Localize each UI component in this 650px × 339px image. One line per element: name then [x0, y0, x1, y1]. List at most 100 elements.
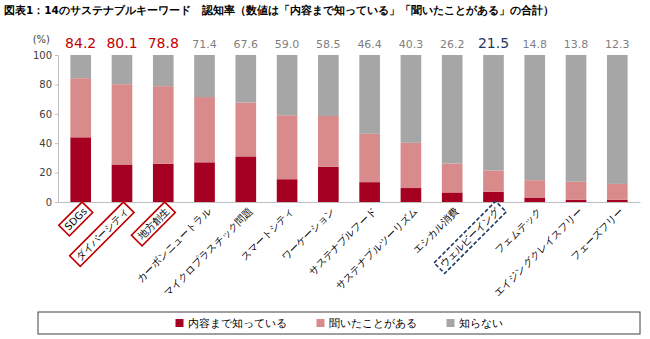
bar	[524, 198, 545, 202]
tick: 100	[33, 50, 58, 61]
bar	[277, 179, 298, 202]
legend-swatch	[447, 319, 455, 327]
bar	[235, 55, 256, 103]
bars	[70, 55, 627, 202]
data-label: 12.3	[605, 38, 630, 51]
data-label: 80.1	[106, 35, 137, 51]
bar	[566, 200, 587, 202]
tick: サステナブルフード	[307, 202, 378, 277]
x-axis: SDGsダイバーシティ地方創生カーボンニュートラルマイクロプラスチック問題スマー…	[59, 201, 641, 298]
bar	[607, 200, 628, 202]
data-label: 59.0	[275, 38, 300, 51]
legend-frame	[38, 312, 640, 334]
bar	[235, 103, 256, 157]
bar	[607, 184, 628, 200]
legend-item: 知らない	[447, 317, 503, 330]
bar	[483, 55, 504, 170]
bar	[194, 162, 215, 202]
tick: フェーズフリー	[569, 202, 626, 263]
tick-mark	[55, 55, 58, 56]
bar	[401, 143, 422, 188]
bar	[318, 167, 339, 202]
label-box	[59, 202, 93, 236]
bar	[442, 163, 463, 192]
bar	[359, 182, 380, 202]
axis-line	[55, 56, 59, 203]
bar	[483, 192, 504, 202]
data-label: 21.5	[478, 35, 509, 51]
tick-label: 80	[39, 79, 52, 90]
bar	[112, 84, 133, 164]
tick-label: サステナブルフード	[307, 206, 378, 277]
tick: 80	[39, 79, 58, 90]
tick-mark	[55, 143, 58, 144]
series	[70, 55, 627, 184]
tick-label: 20	[39, 167, 52, 178]
label-box	[434, 201, 506, 273]
tick-label: 60	[39, 109, 52, 120]
data-label: 78.8	[148, 35, 179, 51]
bar	[153, 55, 174, 86]
tick-label: 40	[39, 138, 52, 149]
label-box	[131, 202, 175, 246]
bar	[318, 116, 339, 167]
bar	[483, 170, 504, 191]
label-box	[70, 202, 134, 266]
tick: エイジングクレイスフリー	[492, 202, 585, 298]
bar	[607, 55, 628, 184]
bar	[442, 55, 463, 163]
bar	[70, 78, 91, 137]
data-label: 40.3	[399, 38, 424, 51]
data-label: 26.2	[440, 38, 465, 51]
data-label: 84.2	[65, 35, 96, 51]
tick: ウェルビーイング	[434, 201, 506, 273]
tick-label: サステナブルツーリズム	[334, 206, 420, 292]
tick: 20	[39, 167, 58, 178]
tick-label: 地方創生	[135, 206, 172, 243]
tick-mark	[55, 84, 58, 85]
legend-label: 聞いたことがある	[329, 317, 417, 330]
bar	[112, 165, 133, 202]
bar	[153, 164, 174, 202]
bar	[318, 55, 339, 116]
bar	[277, 115, 298, 179]
y-axis-label: (%)	[33, 34, 50, 45]
bar	[566, 182, 587, 200]
data-label: 71.4	[192, 38, 217, 51]
tick-label: ダイバーシティ	[73, 206, 130, 263]
y-axis: 0 20 40 60 80 100	[33, 50, 59, 208]
axis-line	[59, 202, 641, 203]
tick: マイクロプラスチック問題	[162, 202, 255, 298]
legend-item: 内容まで知っている	[176, 317, 287, 330]
tick-mark	[55, 114, 58, 115]
tick: SDGs	[59, 202, 93, 236]
tick: 地方創生	[131, 202, 175, 246]
data-label: 58.5	[316, 38, 341, 51]
tick-mark	[55, 173, 58, 174]
legend-label: 内容まで知っている	[188, 317, 287, 330]
tick-label: ウェルビーイング	[438, 205, 503, 270]
data-label: 13.8	[564, 38, 589, 51]
legend-item: 聞いたことがある	[317, 317, 417, 330]
legend-swatch	[317, 319, 325, 327]
data-label: 46.4	[357, 38, 382, 51]
bar	[524, 180, 545, 197]
bar	[70, 55, 91, 78]
bar	[566, 55, 587, 182]
tick: カーボンニュートラル	[135, 202, 213, 284]
tick-label: 0	[46, 197, 52, 208]
legend-swatch	[176, 319, 184, 327]
bar	[359, 55, 380, 134]
bar	[70, 137, 91, 202]
bar	[194, 55, 215, 97]
title: 図表1：14のサステナブルキーワード 認知率（数値は「内容まで知っている」「聞い…	[4, 4, 554, 17]
tick-label: カーボンニュートラル	[135, 206, 213, 284]
bar	[524, 55, 545, 180]
tick-label: 100	[33, 50, 52, 61]
tick: サステナブルツーリズム	[334, 202, 420, 291]
bar	[277, 55, 298, 115]
tick-mark	[55, 202, 58, 203]
bar	[194, 97, 215, 162]
tick: 60	[39, 109, 58, 120]
bar	[401, 188, 422, 202]
